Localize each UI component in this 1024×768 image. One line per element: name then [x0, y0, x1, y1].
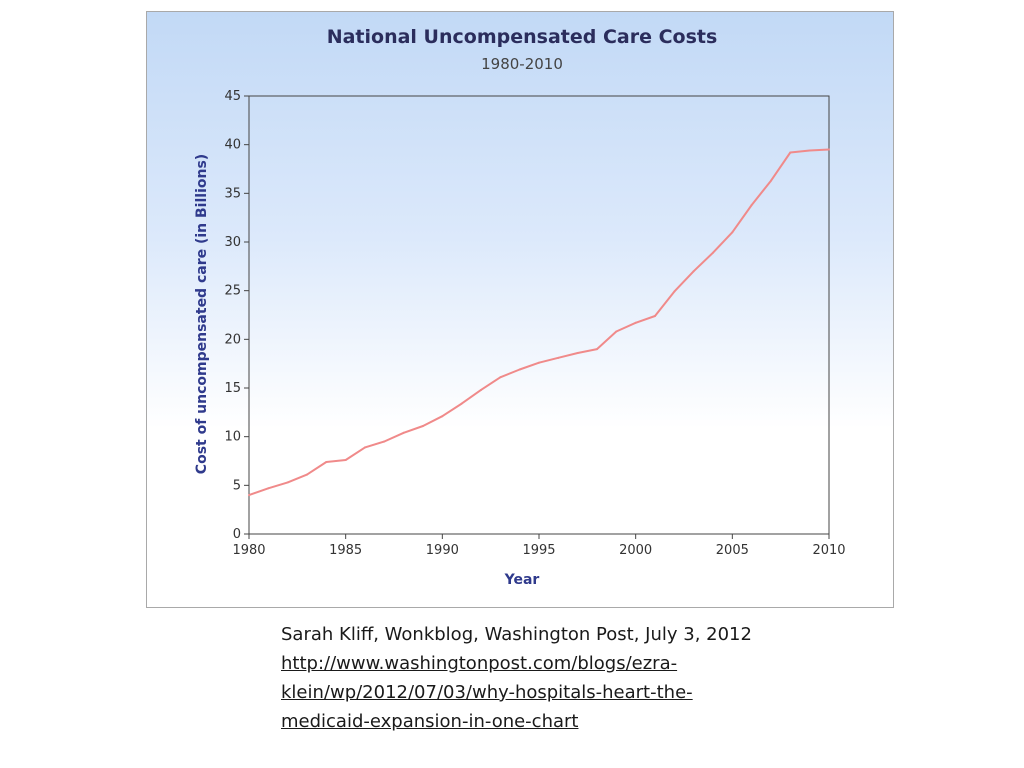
x-tick-label: 2000: [619, 543, 652, 558]
y-tick-label: 20: [224, 332, 241, 347]
y-tick-label: 30: [224, 235, 241, 250]
data-point: [789, 151, 792, 154]
data-point: [634, 321, 637, 324]
data-point: [557, 356, 560, 359]
data-point: [499, 376, 502, 379]
data-point: [654, 314, 656, 317]
chart-title: National Uncompensated Care Costs: [327, 26, 718, 48]
y-tick-label: 45: [224, 89, 241, 104]
data-point: [538, 361, 540, 364]
data-point: [518, 368, 521, 371]
y-tick-label: 5: [233, 478, 241, 493]
y-tick-label: 40: [224, 138, 241, 153]
y-tick-label: 10: [224, 430, 241, 445]
data-point: [267, 487, 270, 490]
data-point: [770, 179, 772, 182]
data-point: [828, 148, 830, 151]
source-caption: Sarah Kliff, Wonkblog, Washington Post, …: [281, 620, 841, 736]
source-link-line-1: http://www.washingtonpost.com/blogs/ezra…: [281, 653, 678, 674]
data-point: [673, 290, 676, 293]
data-point: [422, 424, 424, 427]
data-point: [576, 351, 579, 354]
data-point: [808, 149, 811, 152]
data-point: [615, 330, 618, 333]
chart-panel: National Uncompensated Care Costs 1980-2…: [146, 11, 894, 608]
data-point: [692, 270, 695, 273]
source-link-line-2: klein/wp/2012/07/03/why-hospitals-heart-…: [281, 682, 693, 703]
data-point: [325, 460, 328, 463]
x-tick-label: 2005: [716, 543, 749, 558]
data-point: [286, 481, 289, 484]
source-link-line-3: medicaid-expansion-in-one-chart: [281, 711, 579, 732]
data-point: [480, 388, 482, 391]
x-axis-title: Year: [504, 572, 540, 588]
source-link[interactable]: http://www.washingtonpost.com/blogs/ezra…: [281, 649, 841, 736]
plot-area-border: [248, 95, 830, 535]
x-tick-label: 1990: [426, 543, 459, 558]
data-point: [402, 431, 405, 434]
y-tick-label: 25: [224, 284, 241, 299]
x-tick-label: 2010: [812, 543, 845, 558]
citation-text: Sarah Kliff, Wonkblog, Washington Post, …: [281, 624, 752, 645]
data-point: [460, 402, 463, 405]
line-chart: National Uncompensated Care Costs 1980-2…: [194, 26, 846, 588]
chart-subtitle: 1980-2010: [481, 55, 563, 73]
x-tick-label: 1995: [522, 543, 555, 558]
data-series-line: [248, 148, 830, 497]
y-axis-title: Cost of uncompensated care (in Billions): [194, 154, 210, 474]
data-point: [731, 231, 734, 234]
data-point: [712, 251, 714, 254]
data-point: [383, 440, 386, 443]
data-point: [441, 415, 444, 418]
x-tick-label: 1985: [329, 543, 362, 558]
y-tick-label: 0: [233, 527, 241, 542]
data-point: [596, 348, 598, 351]
data-point: [306, 473, 308, 476]
y-tick-label: 15: [224, 381, 241, 396]
data-point: [364, 446, 366, 449]
x-tick-label: 1980: [232, 543, 265, 558]
y-tick-label: 35: [224, 186, 241, 201]
data-point: [344, 459, 347, 462]
data-point: [248, 494, 250, 497]
data-point: [750, 204, 753, 207]
